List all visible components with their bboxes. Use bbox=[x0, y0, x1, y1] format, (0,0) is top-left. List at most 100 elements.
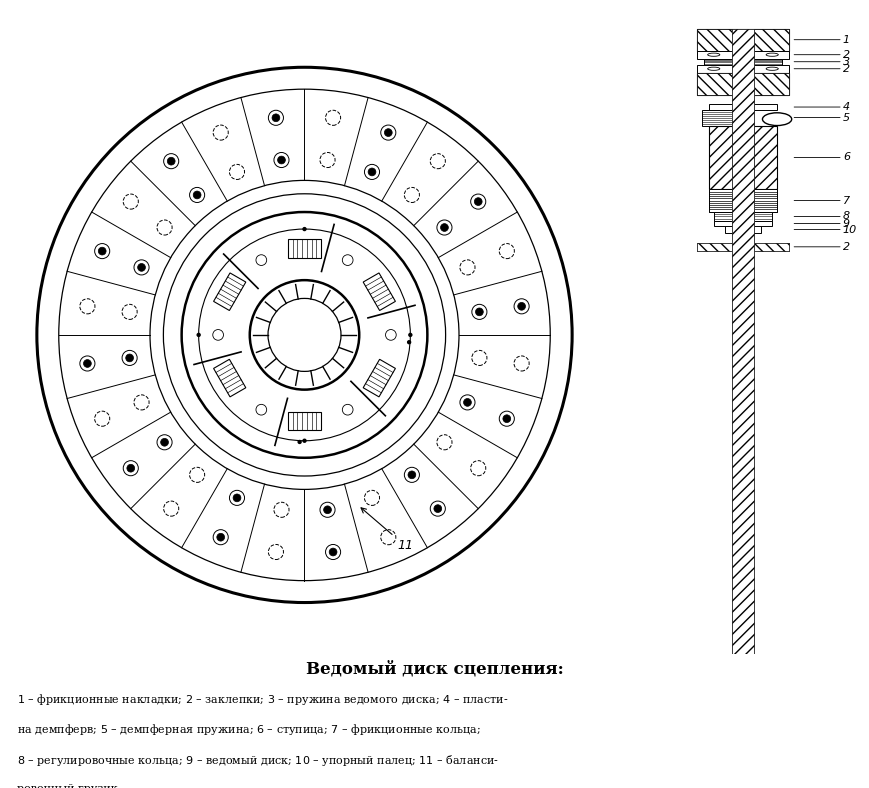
Bar bbox=[731, 125, 753, 189]
Circle shape bbox=[189, 188, 204, 203]
Circle shape bbox=[127, 464, 135, 472]
Circle shape bbox=[161, 438, 169, 446]
Circle shape bbox=[213, 530, 228, 545]
Bar bbox=[696, 243, 788, 251]
Circle shape bbox=[272, 114, 280, 121]
Circle shape bbox=[474, 198, 481, 206]
Bar bbox=[700, 110, 737, 125]
Circle shape bbox=[302, 227, 307, 231]
Circle shape bbox=[440, 224, 448, 232]
Text: 7: 7 bbox=[793, 195, 849, 206]
Circle shape bbox=[434, 505, 441, 512]
Bar bbox=[696, 28, 788, 51]
Circle shape bbox=[407, 340, 411, 344]
Circle shape bbox=[156, 435, 172, 450]
Circle shape bbox=[196, 333, 201, 337]
Text: 4: 4 bbox=[793, 102, 849, 112]
Circle shape bbox=[328, 548, 336, 556]
Bar bbox=[696, 28, 788, 51]
Circle shape bbox=[80, 356, 95, 371]
Text: Ведомый диск сцепления:: Ведомый диск сцепления: bbox=[306, 660, 563, 678]
Circle shape bbox=[323, 506, 331, 514]
Circle shape bbox=[255, 255, 267, 266]
Text: $\it{1}$ – фрикционные накладки; $\it{2}$ – заклепки; $\it{3}$ – пружина ведомог: $\it{1}$ – фрикционные накладки; $\it{2}… bbox=[17, 692, 508, 707]
Circle shape bbox=[122, 351, 137, 366]
Circle shape bbox=[766, 67, 778, 70]
Circle shape bbox=[430, 501, 445, 516]
Circle shape bbox=[502, 414, 510, 422]
Circle shape bbox=[517, 303, 525, 310]
Circle shape bbox=[297, 440, 302, 444]
Text: 5: 5 bbox=[793, 113, 849, 123]
Circle shape bbox=[134, 260, 149, 275]
Bar bbox=[708, 189, 776, 212]
Polygon shape bbox=[214, 359, 246, 397]
Bar bbox=[696, 65, 788, 72]
Circle shape bbox=[83, 359, 91, 367]
Polygon shape bbox=[288, 412, 321, 430]
Circle shape bbox=[364, 165, 379, 180]
Bar bbox=[731, 28, 753, 654]
Circle shape bbox=[471, 304, 487, 319]
Bar bbox=[731, 28, 753, 654]
Circle shape bbox=[342, 255, 353, 266]
Circle shape bbox=[766, 53, 778, 56]
Text: 11: 11 bbox=[361, 507, 413, 552]
Circle shape bbox=[126, 354, 133, 362]
Text: ровочный грузик: ровочный грузик bbox=[17, 784, 117, 788]
Circle shape bbox=[255, 404, 267, 415]
Circle shape bbox=[460, 395, 474, 410]
Circle shape bbox=[163, 154, 178, 169]
Bar bbox=[708, 125, 776, 189]
Circle shape bbox=[408, 333, 412, 337]
Bar bbox=[696, 51, 788, 58]
Circle shape bbox=[404, 467, 419, 482]
Circle shape bbox=[514, 299, 528, 314]
Circle shape bbox=[229, 490, 244, 505]
Circle shape bbox=[475, 308, 482, 316]
Circle shape bbox=[302, 439, 307, 443]
Polygon shape bbox=[362, 273, 395, 310]
Circle shape bbox=[368, 168, 375, 176]
Circle shape bbox=[706, 67, 719, 70]
Circle shape bbox=[463, 399, 471, 407]
Text: 9: 9 bbox=[793, 218, 849, 229]
Text: 10: 10 bbox=[793, 225, 856, 235]
Text: 2: 2 bbox=[793, 64, 849, 74]
Circle shape bbox=[499, 411, 514, 426]
Circle shape bbox=[268, 110, 283, 125]
Circle shape bbox=[381, 125, 395, 140]
Circle shape bbox=[384, 128, 392, 136]
Circle shape bbox=[123, 461, 138, 476]
Text: $\it{8}$ – регулировочные кольца; $\it{9}$ – ведомый диск; $\it{10}$ – упорный п: $\it{8}$ – регулировочные кольца; $\it{9… bbox=[17, 753, 499, 768]
Bar bbox=[713, 212, 772, 221]
Text: 2: 2 bbox=[793, 242, 849, 252]
Circle shape bbox=[436, 220, 452, 235]
Text: 2: 2 bbox=[793, 50, 849, 60]
Circle shape bbox=[385, 329, 395, 340]
Text: на демпферв; $\it{5}$ – демпферная пружина; $\it{6}$ – ступица; $\it{7}$ – фрикц: на демпферв; $\it{5}$ – демпферная пружи… bbox=[17, 723, 481, 738]
Circle shape bbox=[277, 156, 285, 164]
Circle shape bbox=[706, 53, 719, 56]
Text: 3: 3 bbox=[793, 57, 849, 67]
Circle shape bbox=[216, 533, 224, 541]
Circle shape bbox=[193, 191, 201, 199]
Bar bbox=[696, 72, 788, 95]
Bar bbox=[713, 221, 772, 225]
Circle shape bbox=[342, 404, 353, 415]
Circle shape bbox=[470, 194, 485, 209]
Text: 6: 6 bbox=[793, 152, 849, 162]
Circle shape bbox=[325, 545, 341, 559]
Circle shape bbox=[408, 471, 415, 479]
Bar bbox=[724, 225, 760, 233]
Circle shape bbox=[167, 158, 175, 165]
Bar bbox=[696, 243, 788, 251]
Bar bbox=[703, 58, 781, 65]
Bar bbox=[708, 105, 776, 110]
Circle shape bbox=[98, 247, 106, 255]
Polygon shape bbox=[362, 359, 395, 397]
Text: 1: 1 bbox=[793, 35, 849, 45]
Polygon shape bbox=[288, 240, 321, 258]
Circle shape bbox=[233, 494, 241, 502]
Circle shape bbox=[95, 243, 109, 258]
